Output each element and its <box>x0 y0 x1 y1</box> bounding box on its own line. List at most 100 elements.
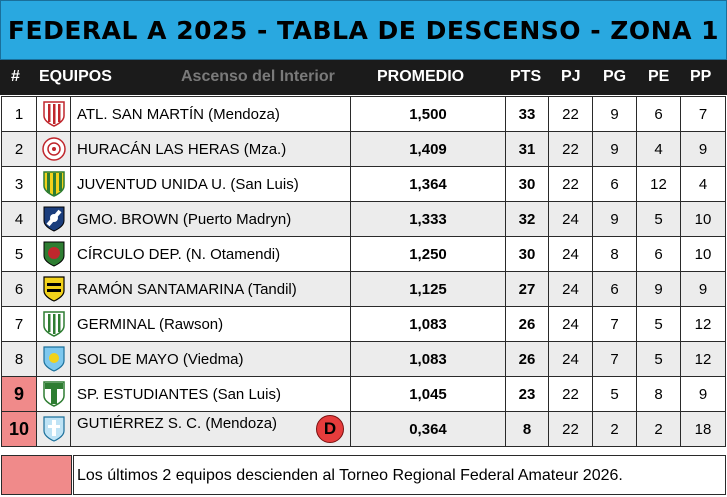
pp-cell: 12 <box>680 341 726 377</box>
juventud-unida-crest-icon <box>36 166 71 202</box>
promedio-cell: 1,500 <box>350 96 506 132</box>
team-cell: HURACÁN LAS HERAS (Mza.) <box>70 131 351 167</box>
pp-cell: 10 <box>680 236 726 272</box>
table-row: 8 SOL DE MAYO (Viedma) 1,083 26 24 7 5 12 <box>1 341 726 377</box>
col-pos-header: # <box>11 68 20 85</box>
position-cell: 8 <box>1 341 37 377</box>
table-row: 3 JUVENTUD UNIDA U. (San Luis) 1,364 30 22 6 1… <box>1 166 726 202</box>
team-name: SP. ESTUDIANTES (San Luis) <box>77 385 281 403</box>
pp-cell: 9 <box>680 131 726 167</box>
position-cell: 3 <box>1 166 37 202</box>
sol-de-mayo-crest-icon <box>36 341 71 377</box>
position-cell: 4 <box>1 201 37 237</box>
pe-cell: 5 <box>636 306 681 342</box>
promedio-cell: 1,045 <box>350 376 506 412</box>
pe-cell: 9 <box>636 271 681 307</box>
descended-badge: D <box>316 415 344 443</box>
pts-cell: 26 <box>505 306 549 342</box>
col-pp-header: PP <box>690 68 712 85</box>
pg-cell: 8 <box>592 236 637 272</box>
promedio-cell: 1,125 <box>350 271 506 307</box>
circulo-deportivo-crest-icon <box>36 236 71 272</box>
table-row: 6 RAMÓN SANTAMARINA (Tandil) 1,125 27 24 6 9 9 <box>1 271 726 307</box>
pts-cell: 33 <box>505 96 549 132</box>
pg-cell: 6 <box>592 271 637 307</box>
promedio-cell: 1,409 <box>350 131 506 167</box>
table-row: 10 D GUTIÉRREZ S. C. (Mendoza) 0,364 8 22 2 2 18 <box>1 411 726 447</box>
pts-cell: 31 <box>505 131 549 167</box>
position-cell: 1 <box>1 96 37 132</box>
standings-rows: 1 ATL. SAN MARTÍN (Mendoza) 1,500 33 22 9 6 7 2 H… <box>1 96 726 447</box>
pe-cell: 12 <box>636 166 681 202</box>
pts-cell: 8 <box>505 411 549 447</box>
pe-cell: 5 <box>636 201 681 237</box>
team-cell: SP. ESTUDIANTES (San Luis) <box>70 376 351 412</box>
pj-cell: 24 <box>548 236 593 272</box>
pp-cell: 9 <box>680 376 726 412</box>
pj-cell: 22 <box>548 96 593 132</box>
promedio-cell: 1,083 <box>350 341 506 377</box>
pp-cell: 9 <box>680 271 726 307</box>
col-pj-header: PJ <box>561 68 581 85</box>
footer: Los últimos 2 equipos descienden al Torn… <box>1 455 726 495</box>
pp-cell: 18 <box>680 411 726 447</box>
col-promedio-header: PROMEDIO <box>377 68 465 85</box>
table-row: 5 CÍRCULO DEP. (N. Otamendi) 1,250 30 24 8 6 10 <box>1 236 726 272</box>
team-cell: CÍRCULO DEP. (N. Otamendi) <box>70 236 351 272</box>
position-cell: 10 <box>1 411 37 447</box>
germinal-crest-icon <box>36 306 71 342</box>
pg-cell: 2 <box>592 411 637 447</box>
position-cell: 6 <box>1 271 37 307</box>
pts-cell: 30 <box>505 236 549 272</box>
standings-grid: 1 ATL. SAN MARTÍN (Mendoza) 1,500 33 22 9 6 7 2 H… <box>1 96 726 447</box>
pe-cell: 2 <box>636 411 681 447</box>
pj-cell: 22 <box>548 166 593 202</box>
pts-cell: 26 <box>505 341 549 377</box>
pj-cell: 22 <box>548 411 593 447</box>
promedio-cell: 1,250 <box>350 236 506 272</box>
pg-cell: 7 <box>592 341 637 377</box>
huracan-las-heras-crest-icon <box>36 131 71 167</box>
position-cell: 5 <box>1 236 37 272</box>
gutierrez-crest-icon <box>36 411 71 447</box>
footer-note: Los últimos 2 equipos descienden al Torn… <box>73 455 726 495</box>
pe-cell: 6 <box>636 96 681 132</box>
pe-cell: 6 <box>636 236 681 272</box>
table-header: # EQUIPOS Ascenso del Interior PROMEDIO … <box>0 60 727 95</box>
pj-cell: 24 <box>548 341 593 377</box>
pts-cell: 27 <box>505 271 549 307</box>
watermark-text: Ascenso del Interior <box>181 68 335 85</box>
team-cell: RAMÓN SANTAMARINA (Tandil) <box>70 271 351 307</box>
brown-madryn-crest-icon <box>36 201 71 237</box>
col-pg-header: PG <box>603 68 627 85</box>
promedio-cell: 1,364 <box>350 166 506 202</box>
promedio-cell: 1,333 <box>350 201 506 237</box>
pp-cell: 4 <box>680 166 726 202</box>
promedio-cell: 1,083 <box>350 306 506 342</box>
pe-cell: 5 <box>636 341 681 377</box>
team-name: GMO. BROWN (Puerto Madryn) <box>77 210 292 228</box>
team-name: GUTIÉRREZ S. C. (Mendoza) <box>77 415 278 432</box>
pg-cell: 7 <box>592 306 637 342</box>
pe-cell: 8 <box>636 376 681 412</box>
pp-cell: 7 <box>680 96 726 132</box>
col-team-header: EQUIPOS <box>39 68 112 85</box>
team-cell: SOL DE MAYO (Viedma) <box>70 341 351 377</box>
team-name: GERMINAL (Rawson) <box>77 315 224 333</box>
pp-cell: 10 <box>680 201 726 237</box>
pj-cell: 24 <box>548 201 593 237</box>
estudiantes-san-luis-crest-icon <box>36 376 71 412</box>
relegation-legend-swatch <box>1 455 72 495</box>
team-cell: JUVENTUD UNIDA U. (San Luis) <box>70 166 351 202</box>
pj-cell: 22 <box>548 131 593 167</box>
col-pts-header: PTS <box>510 68 542 85</box>
pg-cell: 5 <box>592 376 637 412</box>
table-row: 1 ATL. SAN MARTÍN (Mendoza) 1,500 33 22 9 6 7 <box>1 96 726 132</box>
team-name: ATL. SAN MARTÍN (Mendoza) <box>77 105 280 123</box>
page-title: FEDERAL A 2025 - TABLA DE DESCENSO - ZON… <box>0 0 727 60</box>
santamarina-crest-icon <box>36 271 71 307</box>
position-cell: 2 <box>1 131 37 167</box>
pg-cell: 9 <box>592 96 637 132</box>
position-cell: 7 <box>1 306 37 342</box>
col-pe-header: PE <box>648 68 670 85</box>
